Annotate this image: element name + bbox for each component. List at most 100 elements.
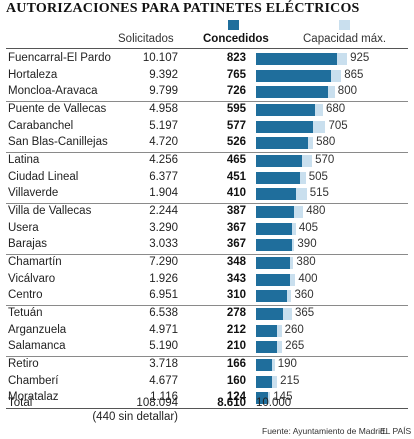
group-divider (6, 254, 408, 255)
district-name: Salamanca (8, 340, 66, 352)
granted-bar (256, 188, 297, 200)
district-name: Retiro (8, 358, 39, 370)
source-note: Fuente: Ayuntamiento de Madrid. (262, 426, 388, 436)
district-row: Salamanca 5.190 210 265 (0, 339, 414, 356)
requested-value: 3.290 (149, 221, 178, 234)
granted-bar (256, 137, 308, 149)
granted-value: 343 (226, 272, 246, 285)
granted-value: 451 (226, 170, 246, 183)
requested-value: 6.377 (149, 170, 178, 183)
group-divider (6, 305, 408, 306)
granted-bar (256, 359, 273, 371)
granted-bar (256, 155, 302, 167)
granted-bar (256, 120, 313, 133)
granted-bar (256, 273, 290, 286)
granted-value: 465 (226, 154, 246, 166)
group-divider (6, 203, 408, 204)
requested-value: 1.926 (149, 272, 178, 285)
requested-value: 3.718 (149, 358, 178, 370)
district-row: Villaverde 1.904 410 515 (0, 186, 414, 203)
capacity-value: 365 (294, 307, 315, 319)
granted-bar (256, 171, 301, 184)
district-row: Puente de Vallecas 4.958 595 680 (0, 102, 414, 119)
district-row: Retiro 3.718 166 190 (0, 357, 414, 374)
granted-bar (256, 375, 272, 388)
district-name: Usera (8, 221, 39, 234)
granted-value: 278 (226, 307, 246, 319)
total-capacity: 10.000 (256, 397, 292, 409)
granted-value: 310 (226, 289, 246, 301)
district-name: Carabanchel (8, 119, 74, 132)
requested-value: 2.244 (149, 205, 178, 217)
granted-bar (256, 86, 328, 98)
district-name: Ciudad Lineal (8, 170, 79, 183)
capacity-value: 265 (285, 340, 305, 352)
publisher-credit: EL PAÍS (380, 426, 412, 436)
district-row: Centro 6.951 310 360 (0, 288, 414, 305)
granted-value: 387 (226, 205, 246, 217)
capacity-value: 215 (280, 374, 300, 387)
requested-value: 7.290 (149, 256, 178, 268)
district-row: Latina 4.256 465 570 (0, 153, 414, 170)
column-header-capacity: Capacidad máx. (303, 33, 387, 45)
granted-value: 526 (226, 136, 246, 148)
granted-bar (256, 222, 293, 235)
granted-value: 367 (226, 238, 246, 250)
granted-value: 210 (226, 340, 246, 352)
capacity-value: 480 (306, 205, 326, 217)
requested-value: 1.116 (150, 391, 178, 403)
district-name: Moratalaz (8, 391, 59, 403)
district-row: Usera 3.290 367 405 (0, 221, 414, 238)
district-name: San Blas-Canillejas (8, 136, 108, 148)
district-row: San Blas-Canillejas 4.720 526 580 (0, 135, 414, 152)
district-name: Moncloa-Aravaca (8, 85, 98, 97)
capacity-value: 925 (350, 52, 370, 64)
total-granted: 8.610 (217, 397, 246, 409)
district-name: Centro (8, 289, 43, 301)
district-name: Hortaleza (8, 68, 58, 81)
district-row: Ciudad Lineal 6.377 451 505 (0, 170, 414, 187)
district-name: Villaverde (8, 187, 59, 199)
total-label: Total (8, 397, 33, 409)
district-row: Moncloa-Aravaca 9.799 726 800 (0, 84, 414, 101)
header-rule (6, 48, 408, 49)
requested-value: 1.904 (149, 187, 178, 199)
requested-value: 9.392 (149, 68, 178, 81)
group-divider (6, 101, 408, 102)
district-row: Vicálvaro 1.926 343 400 (0, 272, 414, 289)
district-name: Villa de Vallecas (8, 205, 92, 217)
district-row: Fuencarral-El Pardo 10.107 823 925 (0, 51, 414, 68)
requested-value: 3.033 (149, 238, 178, 250)
requested-value: 4.720 (149, 136, 178, 148)
granted-bar (256, 239, 293, 251)
granted-bar (256, 308, 284, 320)
column-header-granted: Concedidos (203, 33, 269, 45)
granted-bar (256, 69, 332, 82)
granted-bar (256, 341, 277, 353)
granted-value: 577 (226, 119, 246, 132)
requested-value: 6.538 (149, 307, 178, 319)
district-row: Barajas 3.033 367 390 (0, 237, 414, 254)
district-name: Chamartín (8, 256, 62, 268)
capacity-value: 380 (296, 256, 316, 268)
district-name: Arganzuela (8, 323, 67, 336)
capacity-value: 680 (325, 103, 346, 115)
granted-value: 160 (226, 374, 246, 387)
requested-value: 4.958 (149, 103, 178, 115)
capacity-value: 865 (344, 68, 364, 81)
granted-value: 348 (226, 256, 246, 268)
district-name: Tetuán (8, 307, 43, 319)
capacity-value: 390 (297, 238, 317, 250)
group-divider (6, 356, 408, 357)
granted-bar (256, 392, 269, 404)
district-row: Hortaleza 9.392 765 865 (0, 68, 414, 85)
district-row: Arganzuela 4.971 212 260 (0, 323, 414, 340)
group-divider (6, 152, 408, 153)
total-divider (6, 407, 408, 409)
granted-bar (256, 104, 315, 116)
district-name: Fuencarral-El Pardo (8, 52, 111, 64)
granted-bar (256, 257, 291, 269)
capacity-value: 190 (277, 358, 297, 370)
district-name: Chamberí (8, 374, 59, 387)
requested-value: 4.971 (149, 323, 178, 336)
